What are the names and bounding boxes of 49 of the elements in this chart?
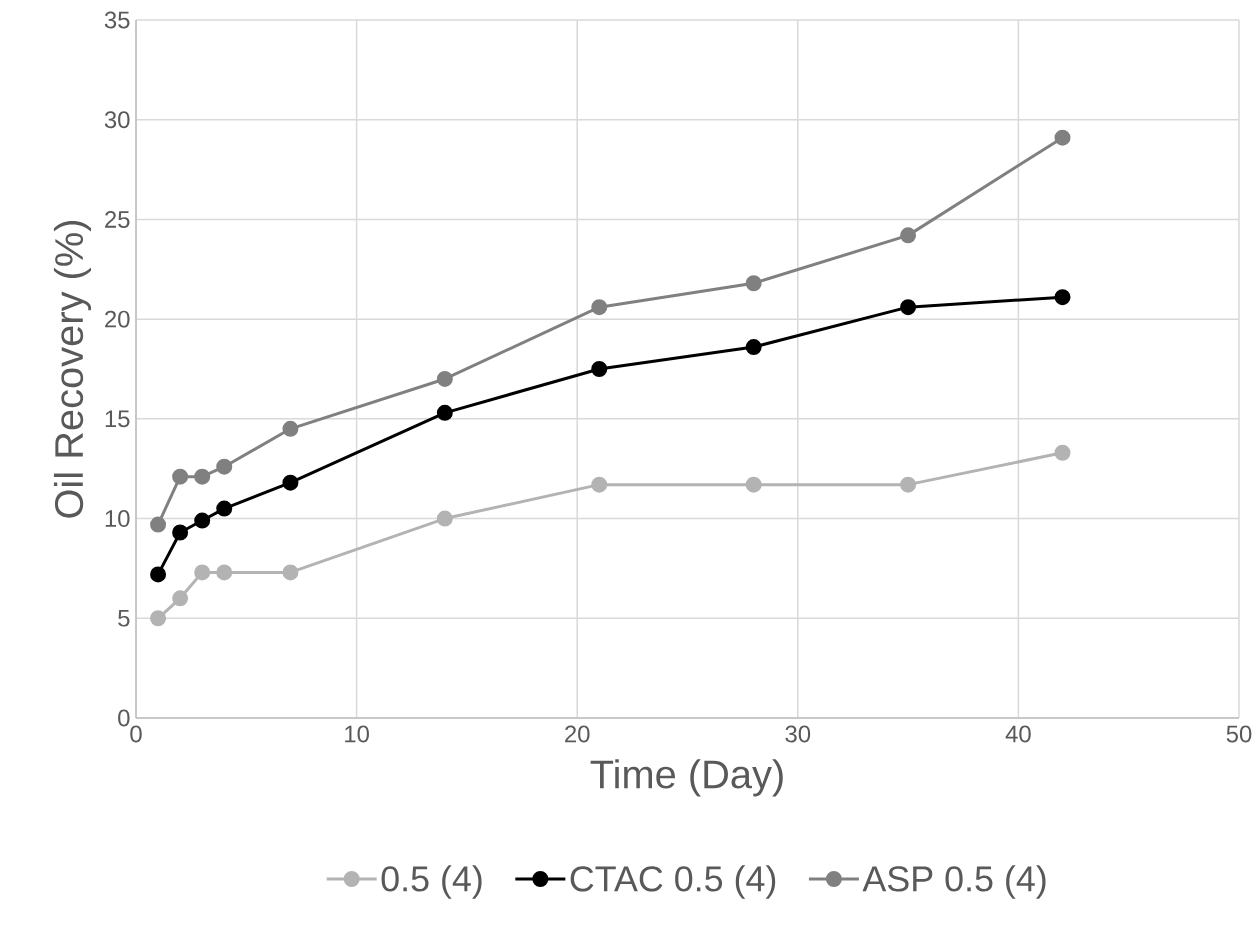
point	[1054, 444, 1071, 461]
y-tick-label: 5	[118, 609, 130, 627]
point	[282, 474, 299, 491]
legend-label: 0.5 (4)	[381, 865, 482, 899]
y-tick-label: 20	[105, 310, 130, 328]
y-tick-label: 30	[104, 111, 130, 129]
point	[900, 227, 917, 244]
point	[194, 564, 211, 581]
point	[900, 476, 917, 493]
y-tick-label: 15	[105, 410, 130, 428]
y-tick-label: 35	[104, 11, 130, 29]
point	[745, 339, 762, 356]
point	[282, 564, 299, 581]
y-tick-label: 10	[105, 510, 130, 528]
legend-label: CTAC 0.5 (4)	[570, 865, 776, 899]
point	[1054, 129, 1071, 146]
x-tick-label: 20	[565, 725, 590, 743]
point	[172, 468, 189, 485]
point	[194, 512, 211, 529]
point	[745, 275, 762, 292]
point	[591, 360, 608, 377]
x-tick-label: 50	[1226, 725, 1252, 743]
point	[172, 524, 189, 541]
x-tick-label: 0	[130, 725, 142, 743]
point	[194, 468, 211, 485]
point	[216, 564, 233, 581]
point	[591, 476, 608, 493]
point	[436, 370, 453, 387]
x-axis-title: Time (Day)	[590, 759, 783, 797]
point	[150, 610, 167, 627]
point	[591, 299, 608, 316]
y-axis-title: Oil Recovery (%)	[53, 220, 92, 518]
x-tick-label: 40	[1005, 725, 1031, 743]
point	[216, 500, 233, 517]
point	[436, 510, 453, 527]
point	[282, 420, 299, 437]
y-tick-label: 0	[118, 709, 130, 727]
y-tick-label: 25	[105, 210, 130, 228]
point	[745, 476, 762, 493]
point	[150, 516, 167, 533]
point	[216, 458, 233, 475]
legend-label: ASP 0.5 (4)	[862, 865, 1046, 899]
x-tick-label: 30	[785, 725, 811, 743]
point	[172, 590, 189, 607]
point	[1054, 289, 1071, 306]
x-tick-label: 10	[345, 725, 369, 743]
point	[150, 566, 167, 583]
point	[436, 404, 453, 421]
point	[900, 299, 917, 316]
